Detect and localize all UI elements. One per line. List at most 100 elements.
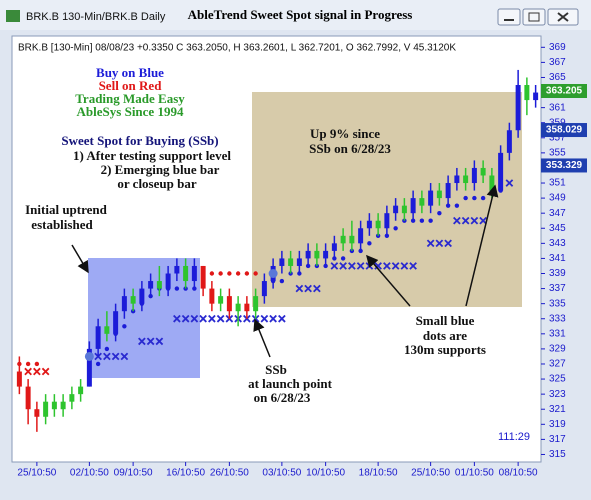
candle-body [340,235,346,244]
candle-body [51,401,57,410]
note: Trading Made Easy [75,91,185,106]
note: dots are [423,328,467,343]
chart-title: AbleTrend Sweet Spot signal in Progress [188,7,413,22]
candle-body [375,220,381,229]
candle-body [506,130,512,153]
y-tick-label: 365 [549,72,566,83]
candle-body [69,394,75,402]
notes: Buy on Blue Sell on Red Trading Made Eas… [25,65,486,405]
note: SSb [265,362,287,377]
candle-body [480,167,486,176]
support-dot [340,256,346,261]
cross-mark [146,337,155,346]
candle-body [60,401,66,410]
candle-body [436,190,442,199]
cross-mark [199,314,207,323]
support-dot [25,361,31,367]
cross-mark [313,284,321,293]
candle-body [428,190,434,206]
x-tick-label: 26/10:50 [210,468,249,479]
marks [16,69,539,432]
support-dot [253,271,258,276]
note: 1) After testing support level [73,148,231,163]
cross-mark [426,239,435,248]
info-line: BRK.B [130-Min] 08/08/23 +0.3350 C 363.2… [18,43,456,54]
candle-body [349,235,355,244]
note: Up 9% since [310,126,380,141]
candle-body [78,386,84,395]
y-tick-label: 367 [549,57,566,68]
app-icon [6,10,20,22]
cross-mark [208,314,216,323]
cross-mark [479,216,487,225]
cross-mark [330,262,339,270]
note: 130m supports [404,342,486,357]
y-tick-label: 317 [549,434,566,445]
note: on 6/28/23 [254,390,311,405]
candle-body [314,250,320,259]
cross-mark [356,262,365,270]
candle-body [104,326,110,334]
minimize-button[interactable] [497,8,521,26]
candle-body [305,250,311,259]
cross-mark [269,314,277,323]
candle-body [515,85,521,131]
price-tag-label: 358.029 [546,125,583,136]
support-dot [437,210,442,216]
y-tick-label: 325 [549,374,566,385]
y-tick-label: 351 [549,178,566,189]
note: Sweet Spot for Buying (SSb) [61,133,218,148]
support-dot [235,271,241,276]
y-tick-label: 357 [549,132,566,143]
x-tick-label: 18/10:50 [359,468,398,479]
ssb-point [268,269,278,279]
support-dot [227,271,232,276]
candle-body [200,265,206,289]
window-title[interactable]: BRK.B 130-Min/BRK.B Daily [26,11,166,23]
support-dot [454,203,460,208]
cross-mark [400,262,409,270]
support-dot [393,226,398,231]
candle-body [209,288,215,304]
support-dot [104,346,110,352]
candle-body [113,311,119,334]
note: Small blue [416,313,475,328]
candle-body [226,296,232,312]
price-tag [541,158,587,173]
candle-body [183,265,189,282]
arrow [465,184,499,307]
title-bar [0,0,591,30]
y-tick-label: 347 [549,208,566,219]
cross-mark [155,337,164,346]
candle-body [463,175,469,184]
support-dot [472,195,477,201]
cross-mark [181,314,190,323]
y-tick-label: 319 [549,419,566,430]
candle-body [16,371,22,387]
y-tick-label: 321 [549,404,566,415]
arrows [71,184,499,358]
close-icon [557,12,569,22]
y-tick-label: 339 [549,268,566,279]
note: or closeup bar [117,176,196,191]
candle-body [410,198,416,214]
candle-body [34,409,40,417]
note: established [31,217,93,232]
y-tick-label: 345 [549,223,566,234]
y-tick-label: 349 [549,193,566,204]
y-tick-label: 361 [549,102,566,113]
maximize-button[interactable] [522,8,546,26]
ssb-point [84,351,94,361]
x-tick-label: 01/10:50 [455,468,494,479]
cross-mark [348,262,356,270]
candle-body [323,250,329,259]
x-tick-label: 08/10:50 [499,468,538,479]
support-dot [209,271,215,276]
cross-mark [470,216,479,225]
candle-body [121,296,127,312]
y-tick-label: 341 [549,253,566,264]
cross-mark [461,216,470,225]
support-dot [218,271,223,276]
candle-body [165,273,171,289]
